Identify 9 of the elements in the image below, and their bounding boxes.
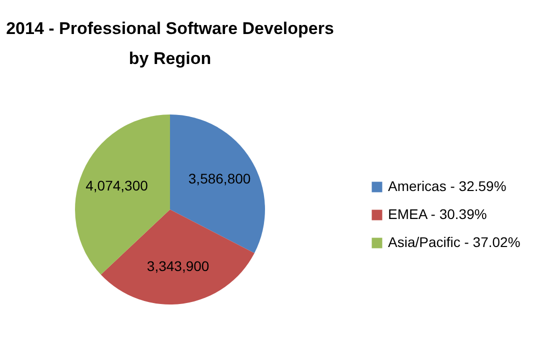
data-label: 3,586,800 bbox=[188, 170, 251, 186]
legend-label: Americas - 32.59% bbox=[388, 178, 506, 194]
legend-label: EMEA - 30.39% bbox=[388, 206, 487, 222]
chart-title: 2014 - Professional Software Developers by Region bbox=[6, 19, 334, 68]
data-label: 4,074,300 bbox=[86, 178, 148, 194]
pie-slice bbox=[100, 210, 254, 304]
pie-slice bbox=[170, 114, 265, 254]
legend-label: Asia/Pacific - 37.02% bbox=[388, 234, 520, 250]
data-label: 3,343,900 bbox=[146, 258, 210, 274]
